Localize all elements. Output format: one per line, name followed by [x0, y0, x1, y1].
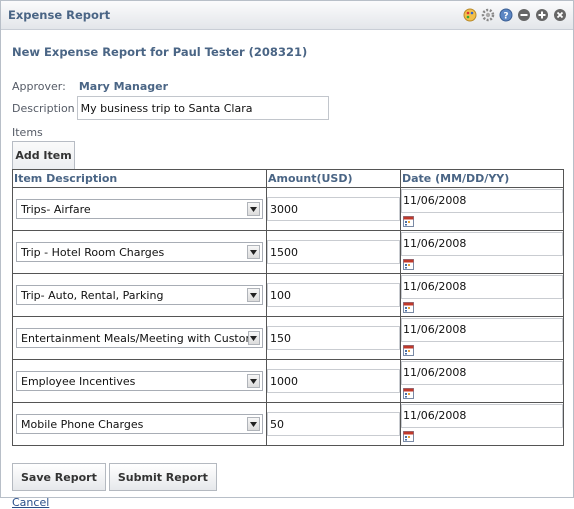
date-input[interactable]: 11/06/2008 — [401, 232, 563, 256]
table-row: Entertainment Meals/Meeting with Custome… — [12, 316, 564, 360]
svg-text:?: ? — [503, 12, 508, 22]
add-item-button[interactable]: Add Item — [12, 141, 75, 169]
page-title: New Expense Report for Paul Tester (2083… — [12, 45, 308, 59]
calendar-icon[interactable] — [403, 302, 414, 313]
save-report-button[interactable]: Save Report — [12, 463, 106, 491]
chevron-down-icon — [247, 288, 260, 302]
item-description-select[interactable]: Trip- Auto, Rental, Parking — [16, 285, 263, 305]
calendar-icon[interactable] — [403, 388, 414, 399]
approver-label: Approver: — [12, 80, 66, 93]
portlet-title: Expense Report — [8, 8, 111, 22]
date-input[interactable]: 11/06/2008 — [401, 275, 563, 299]
table-row: Employee Incentives 1000 11/06/2008 — [12, 359, 564, 403]
description-row: Description — [12, 96, 562, 120]
chevron-down-icon — [247, 245, 260, 259]
item-description-select[interactable]: Trips- Airfare — [16, 199, 263, 219]
description-input[interactable] — [76, 96, 329, 120]
item-description-select[interactable]: Mobile Phone Charges — [16, 414, 263, 434]
amount-input[interactable]: 150 — [267, 326, 400, 350]
items-label: Items — [12, 126, 43, 139]
item-description-select[interactable]: Entertainment Meals/Meeting with Custome… — [16, 328, 263, 348]
calendar-icon[interactable] — [403, 345, 414, 356]
date-input[interactable]: 11/06/2008 — [401, 189, 563, 213]
table-header-row: Item Description Amount(USD) Date (MM/DD… — [12, 169, 564, 188]
date-input[interactable]: 11/06/2008 — [401, 318, 563, 342]
calendar-icon[interactable] — [403, 216, 414, 227]
description-label: Description — [12, 101, 75, 115]
table-row: Trip - Hotel Room Charges 1500 11/06/200… — [12, 230, 564, 274]
help-icon[interactable]: ? — [498, 8, 513, 23]
gear-icon[interactable] — [480, 8, 495, 23]
submit-report-button[interactable]: Submit Report — [108, 463, 217, 491]
calendar-icon[interactable] — [403, 431, 414, 442]
portlet-content: New Expense Report for Paul Tester (2083… — [1, 30, 573, 509]
chevron-down-icon — [247, 374, 260, 388]
chevron-down-icon — [247, 417, 260, 431]
table-row: Mobile Phone Charges 50 11/06/2008 — [12, 402, 564, 446]
table-row: Trips- Airfare 3000 11/06/2008 — [12, 187, 564, 231]
header-item-description: Item Description — [12, 169, 267, 188]
approver-row: Approver: Mary Manager — [12, 80, 562, 93]
calendar-icon[interactable] — [403, 259, 414, 270]
palette-icon[interactable] — [462, 8, 477, 23]
item-description-select[interactable]: Employee Incentives — [16, 371, 263, 391]
close-icon[interactable] — [552, 8, 567, 23]
approver-value: Mary Manager — [78, 80, 169, 93]
amount-input[interactable]: 3000 — [267, 197, 400, 221]
maximize-icon[interactable] — [534, 8, 549, 23]
items-table: Item Description Amount(USD) Date (MM/DD… — [12, 169, 564, 446]
date-input[interactable]: 11/06/2008 — [401, 361, 563, 385]
chevron-down-icon — [247, 202, 260, 216]
portlet-titlebar: Expense Report ? — [1, 1, 573, 30]
amount-input[interactable]: 50 — [267, 412, 400, 436]
amount-input[interactable]: 1500 — [267, 240, 400, 264]
titlebar-icons: ? — [462, 8, 567, 23]
header-amount: Amount(USD) — [266, 169, 401, 188]
chevron-down-icon — [247, 331, 260, 345]
table-row: Trip- Auto, Rental, Parking 100 11/06/20… — [12, 273, 564, 317]
amount-input[interactable]: 100 — [267, 283, 400, 307]
minimize-icon[interactable] — [516, 8, 531, 23]
amount-input[interactable]: 1000 — [267, 369, 400, 393]
header-date: Date (MM/DD/YY) — [400, 169, 564, 188]
action-buttons: Save Report Submit Report — [12, 463, 562, 491]
item-description-select[interactable]: Trip - Hotel Room Charges — [16, 242, 263, 262]
date-input[interactable]: 11/06/2008 — [401, 404, 563, 428]
